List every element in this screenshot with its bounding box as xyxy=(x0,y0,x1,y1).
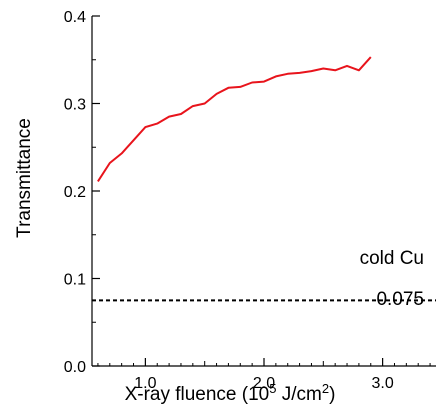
x-tick-label: 1.0 xyxy=(134,375,156,392)
y-tick-label: 0.4 xyxy=(64,9,86,26)
reference-line-value: 0.075 xyxy=(376,289,424,310)
plot-area xyxy=(92,56,436,302)
x-tick-label: 3.0 xyxy=(371,375,393,392)
x-axis-title-main: X-ray fluence (10 xyxy=(125,384,270,405)
x-axis-title: X-ray fluence (105 J/cm2) xyxy=(125,381,336,405)
series-line xyxy=(97,56,372,182)
x-axis-title-sup1: 5 xyxy=(269,381,276,396)
axes: 0.0 0.1 0.2 0.3 0.4 1.0 2.0 3.0 xyxy=(64,9,436,392)
y-tick-label: 0.3 xyxy=(64,97,86,114)
x-axis-title-sup2: 2 xyxy=(322,381,329,396)
labels: Transmittance X-ray fluence (105 J/cm2) … xyxy=(14,118,424,405)
reference-line-label: cold Cu xyxy=(360,248,424,269)
y-tick-label: 0.1 xyxy=(64,272,86,289)
y-axis-title: Transmittance xyxy=(14,118,35,238)
x-tick-label: 2.0 xyxy=(253,375,275,392)
x-axis-title-end: ) xyxy=(329,384,335,405)
y-tick-label: 0.2 xyxy=(64,184,86,201)
y-tick-label: 0.0 xyxy=(64,359,86,376)
x-axis-title-mid: J/cm xyxy=(276,384,321,405)
